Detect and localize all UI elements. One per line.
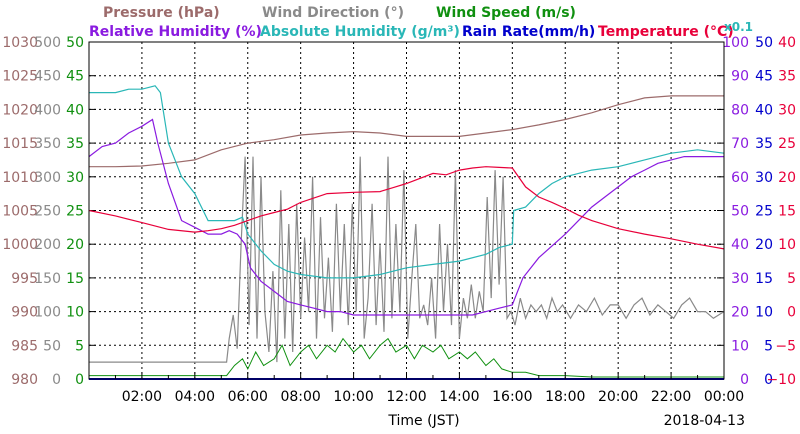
right-tick-relative_humidity: 70 (731, 136, 749, 152)
x-tick-label: 02:00 (122, 389, 162, 405)
x-tick-label: 10:00 (333, 389, 373, 405)
right-axes: 1009080706050403020100504540353025201510… (722, 35, 796, 388)
left-tick-wind_direction: 300 (34, 170, 61, 186)
legend-pressure: Pressure (hPa) (103, 5, 220, 21)
right-tick-rain_rate: 30 (755, 170, 773, 186)
x-tick-label: 14:00 (439, 389, 479, 405)
x-tick-label: 12:00 (386, 389, 426, 405)
legend-scale-note: x0.1 (724, 20, 753, 34)
left-tick-wind_direction: 200 (34, 237, 61, 253)
right-tick-rain_rate: 40 (755, 102, 773, 118)
left-tick-wind_speed: 15 (66, 271, 84, 287)
right-tick-rain_rate: 45 (755, 69, 773, 85)
right-tick-temperature: 5 (787, 271, 796, 287)
left-tick-wind_speed: 0 (75, 372, 84, 388)
x-axis-label: Time (JST) (387, 413, 459, 429)
right-tick-relative_humidity: 0 (740, 372, 749, 388)
left-tick-pressure: 995 (11, 271, 38, 287)
series-wind_speed (89, 337, 724, 378)
legend-wind_direction: Wind Direction (°) (262, 5, 404, 21)
left-tick-wind_speed: 50 (66, 35, 84, 51)
right-tick-temperature: 30 (778, 102, 796, 118)
legend-wind_speed: Wind Speed (m/s) (436, 5, 576, 21)
right-tick-rain_rate: 10 (755, 305, 773, 321)
left-tick-wind_speed: 35 (66, 136, 84, 152)
right-tick-relative_humidity: 60 (731, 170, 749, 186)
left-tick-wind_direction: 50 (43, 338, 61, 354)
left-tick-wind_direction: 0 (52, 372, 61, 388)
right-tick-rain_rate: 20 (755, 237, 773, 253)
legend-temperature: Temperature (°C) (598, 24, 734, 40)
left-tick-pressure: 1030 (2, 35, 38, 51)
left-tick-pressure: 1010 (2, 170, 38, 186)
right-tick-relative_humidity: 30 (731, 271, 749, 287)
series-relative_humidity (88, 118, 724, 316)
left-tick-wind_speed: 40 (66, 102, 84, 118)
right-tick-temperature: 20 (778, 170, 796, 186)
left-tick-pressure: 1015 (2, 136, 38, 152)
right-tick-relative_humidity: 40 (731, 237, 749, 253)
left-tick-wind_direction: 500 (34, 35, 61, 51)
right-tick-rain_rate: 5 (764, 338, 773, 354)
left-tick-pressure: 1000 (2, 237, 38, 253)
x-tick-label: 04:00 (175, 389, 215, 405)
left-tick-wind_speed: 20 (66, 237, 84, 253)
right-tick-temperature: 40 (778, 35, 796, 51)
left-tick-pressure: 1020 (2, 102, 38, 118)
right-tick-temperature: −5 (775, 338, 796, 354)
x-tick-label: 18:00 (545, 389, 585, 405)
left-tick-pressure: 985 (11, 338, 38, 354)
x-axis: 02:00 04:00 06:00 08:00 10:00 12:00 14:00 16:00… (88, 372, 744, 405)
date-label: 2018-04-13 (664, 413, 745, 429)
right-tick-rain_rate: 15 (755, 271, 773, 287)
legend: Pressure (hPa) Wind Direction (°) Wind Spe… (89, 5, 753, 40)
left-tick-wind_speed: 10 (66, 305, 84, 321)
legend-rain_rate: Rain Rate(mm/h) (462, 24, 595, 40)
left-tick-pressure: 990 (11, 305, 38, 321)
right-tick-rain_rate: 0 (764, 372, 773, 388)
x-tick-label: 20:00 (598, 389, 638, 405)
left-tick-wind_speed: 45 (66, 69, 84, 85)
right-tick-rain_rate: 50 (755, 35, 773, 51)
left-tick-wind_speed: 25 (66, 204, 84, 220)
x-tick-label: 00:00 (704, 389, 744, 405)
grid (89, 42, 724, 379)
right-tick-temperature: 35 (778, 69, 796, 85)
right-tick-temperature: −10 (766, 372, 796, 388)
right-tick-rain_rate: 35 (755, 136, 773, 152)
x-tick-label: 22:00 (651, 389, 691, 405)
right-tick-relative_humidity: 100 (722, 35, 749, 51)
x-tick-label: 08:00 (280, 389, 320, 405)
left-tick-pressure: 1005 (2, 204, 38, 220)
left-tick-wind_direction: 350 (34, 136, 61, 152)
left-axes: 1030102510201015101010051000995990985980… (2, 35, 724, 388)
left-tick-wind_direction: 400 (34, 102, 61, 118)
left-tick-wind_speed: 30 (66, 170, 84, 186)
right-tick-temperature: 0 (787, 305, 796, 321)
series-temperature (88, 166, 725, 250)
left-tick-wind_direction: 100 (34, 305, 61, 321)
x-tick-label: 16:00 (492, 389, 532, 405)
right-tick-relative_humidity: 50 (731, 204, 749, 220)
right-tick-relative_humidity: 10 (731, 338, 749, 354)
right-tick-relative_humidity: 20 (731, 305, 749, 321)
right-tick-relative_humidity: 90 (731, 69, 749, 85)
left-tick-wind_speed: 5 (75, 338, 84, 354)
right-tick-temperature: 10 (778, 237, 796, 253)
x-tick-label: 06:00 (228, 389, 268, 405)
series-absolute_humidity (89, 85, 725, 279)
right-tick-relative_humidity: 80 (731, 102, 749, 118)
right-tick-temperature: 25 (778, 136, 796, 152)
series-pressure (89, 95, 724, 168)
right-tick-rain_rate: 25 (755, 204, 773, 220)
left-tick-pressure: 1025 (2, 69, 38, 85)
right-tick-temperature: 15 (778, 204, 796, 220)
left-tick-pressure: 980 (11, 372, 38, 388)
legend-absolute_humidity: Absolute Humidity (g/m³) (260, 24, 460, 40)
left-tick-wind_direction: 450 (34, 69, 61, 85)
legend-relative_humidity: Relative Humidity (%) (89, 24, 262, 40)
left-tick-wind_direction: 250 (34, 204, 61, 220)
left-tick-wind_direction: 150 (34, 271, 61, 287)
